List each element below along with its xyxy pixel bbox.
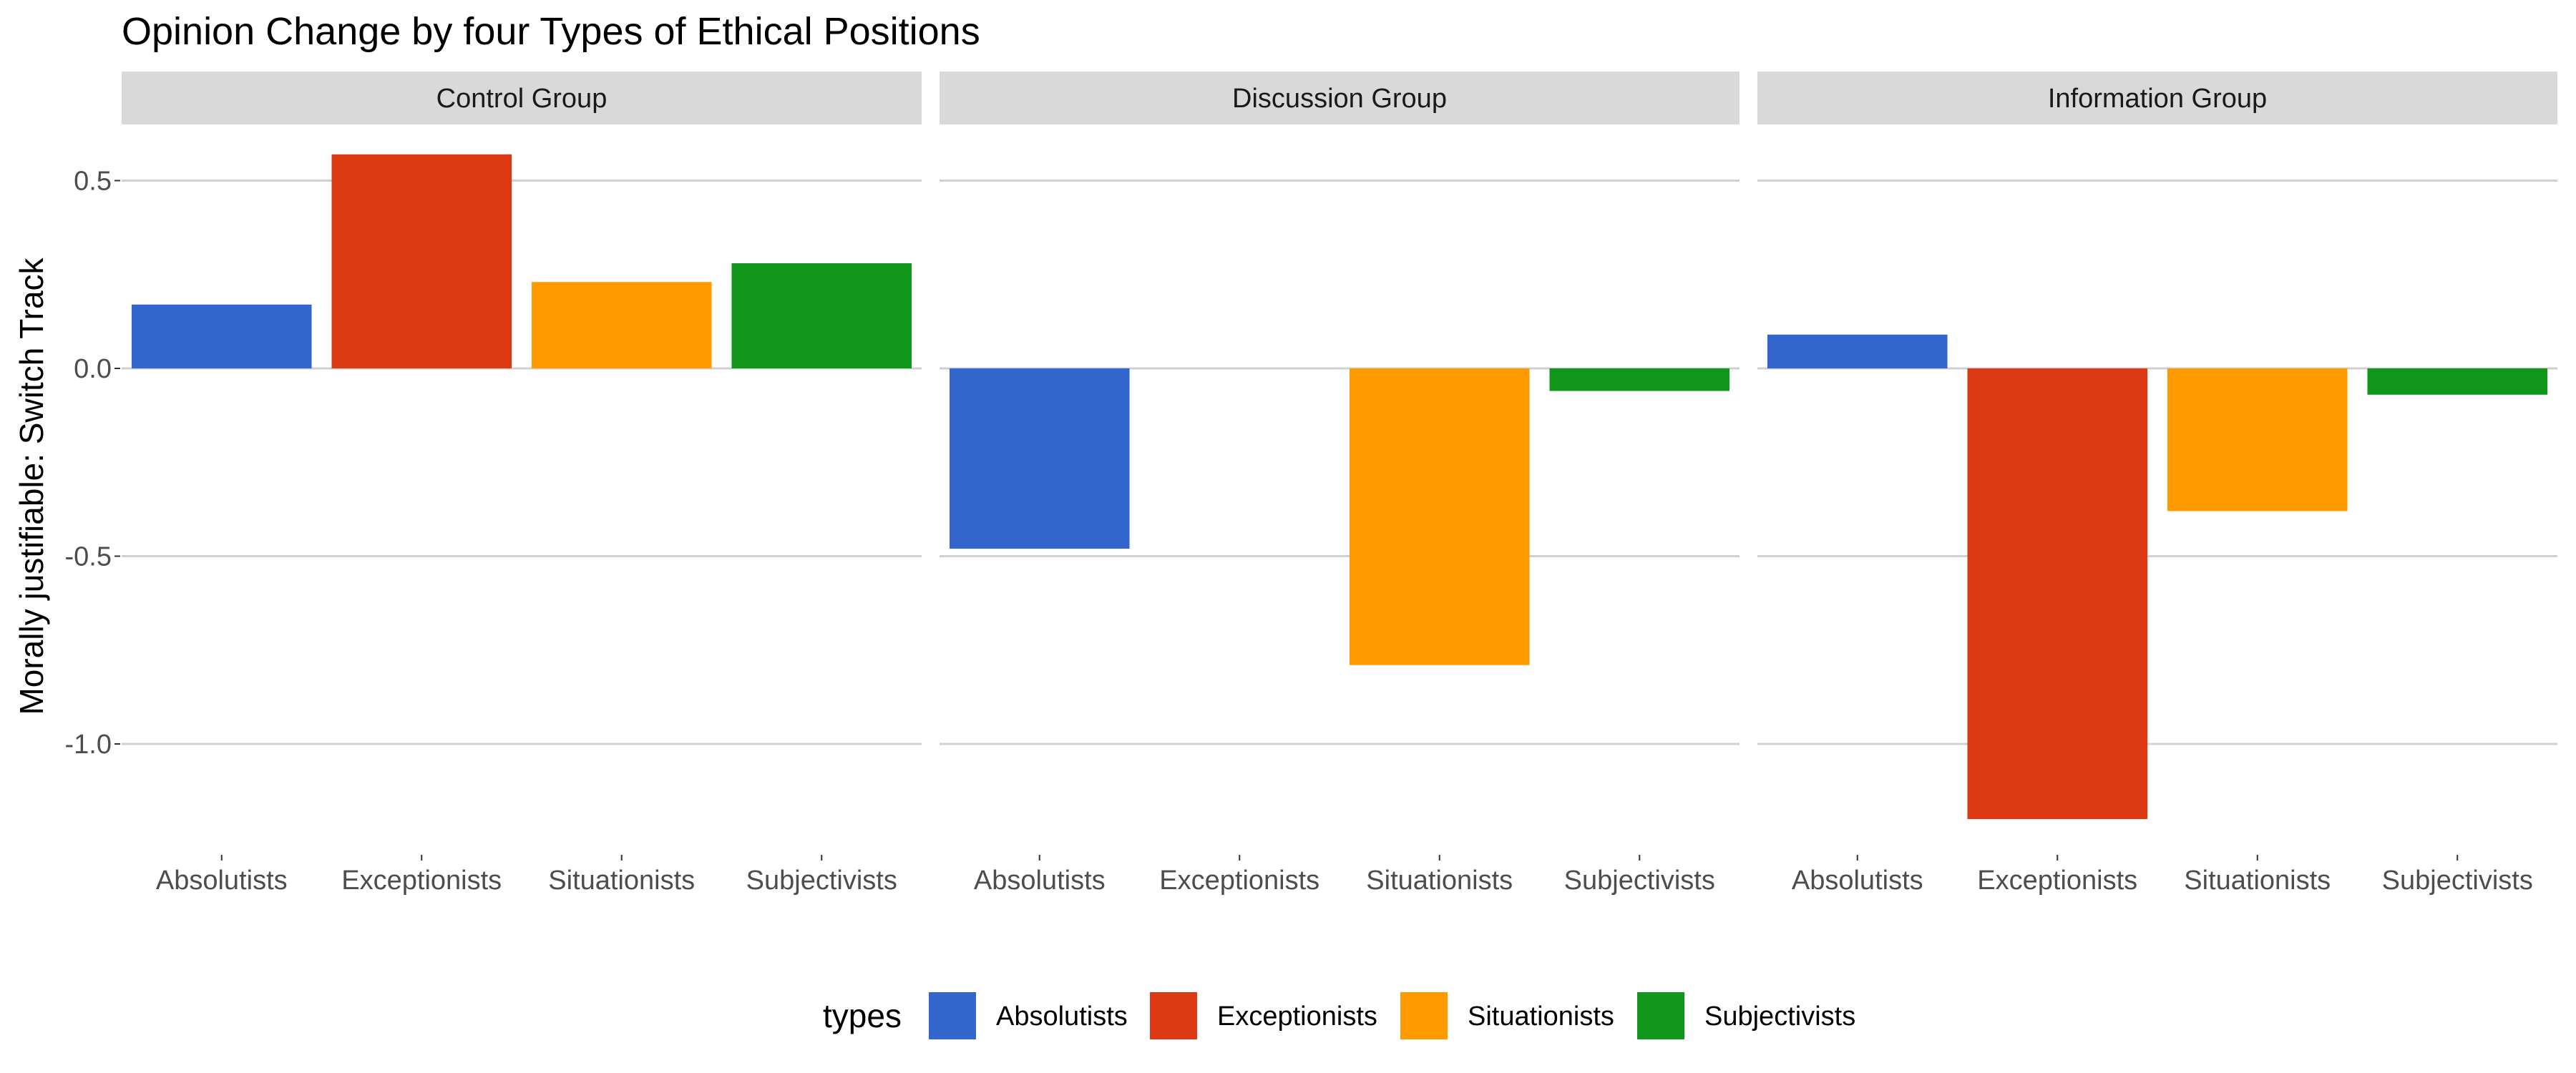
facet-strip <box>1757 72 2557 124</box>
x-tick-label: Subjectivists <box>746 866 897 896</box>
x-tick-label: Exceptionists <box>1977 866 2137 896</box>
bar-control-group-exceptionists <box>331 154 512 368</box>
y-tick-label: 0.0 <box>74 354 112 384</box>
facet-strip-label: Control Group <box>436 84 608 114</box>
legend-label: Exceptionists <box>1217 1001 1377 1032</box>
legend-item-subjectivists: Subjectivists <box>1637 992 1855 1039</box>
bar-discussion-group-subjectivists <box>1549 368 1730 391</box>
x-tick-label: Situationists <box>2184 866 2331 896</box>
legend-key <box>1150 992 1197 1039</box>
legend-label: Subjectivists <box>1704 1001 1855 1032</box>
panel-information-group: Information Group Absolutists Exceptionist… <box>1757 72 2557 896</box>
legend-item-absolutists: Absolutists <box>929 992 1128 1039</box>
y-tick-label: 0.5 <box>74 167 112 197</box>
legend-label: Absolutists <box>996 1001 1128 1032</box>
legend-item-situationists: Situationists <box>1400 992 1614 1039</box>
bar-information-group-absolutists <box>1767 334 1948 368</box>
x-tick-label: Absolutists <box>1792 866 1923 896</box>
legend: types Absolutists Exceptionists Situationis… <box>823 992 1855 1039</box>
x-tick-label: Absolutists <box>974 866 1106 896</box>
chart-title: Opinion Change by four Types of Ethical … <box>122 10 980 53</box>
facet-strip <box>940 72 1740 124</box>
x-tick-label: Exceptionists <box>1159 866 1319 896</box>
legend-label: Situationists <box>1468 1001 1614 1032</box>
legend-key <box>1400 992 1448 1039</box>
x-tick-label: Situationists <box>548 866 695 896</box>
bar-control-group-subjectivists <box>731 263 912 368</box>
x-tick-label: Exceptionists <box>341 866 502 896</box>
facet-strip <box>122 72 922 124</box>
y-tick-label: -1.0 <box>65 730 112 760</box>
y-axis-title: Morally justifiable: Switch Track <box>13 257 50 715</box>
panel-discussion-group: Discussion Group Absolutists Exceptionists… <box>940 72 1740 896</box>
y-tick-label: -0.5 <box>65 542 112 572</box>
legend-item-exceptionists: Exceptionists <box>1150 992 1377 1039</box>
x-tick-label: Subjectivists <box>2382 866 2533 896</box>
bar-discussion-group-situationists <box>1349 368 1530 665</box>
facet-panels: 0.5 0.0 -0.5 -1.0 Control Group Absolutists Ex… <box>65 72 2557 896</box>
panel-control-group: Control Group Absolutists Exceptionists Sit… <box>122 72 922 896</box>
x-tick-label: Absolutists <box>156 866 288 896</box>
bar-information-group-exceptionists <box>1967 368 2148 819</box>
bar-discussion-group-absolutists <box>949 368 1130 549</box>
facet-strip-label: Information Group <box>2048 84 2267 114</box>
bar-control-group-absolutists <box>131 304 312 368</box>
bar-information-group-subjectivists <box>2367 368 2548 395</box>
legend-key <box>929 992 976 1039</box>
x-tick-label: Subjectivists <box>1564 866 1715 896</box>
legend-title: types <box>823 997 902 1034</box>
bar-control-group-situationists <box>531 282 712 368</box>
legend-key <box>1637 992 1684 1039</box>
bar-information-group-situationists <box>2167 368 2348 511</box>
x-tick-label: Situationists <box>1366 866 1513 896</box>
facet-strip-label: Discussion Group <box>1232 84 1447 114</box>
